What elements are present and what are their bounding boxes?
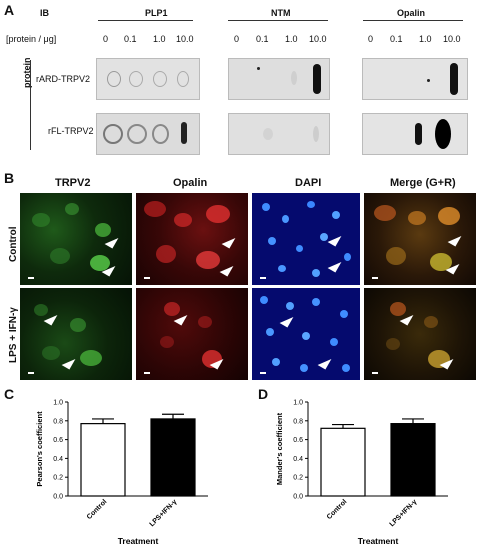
blot-ntm-rard xyxy=(228,58,330,100)
panel-c-letter: C xyxy=(4,386,15,402)
micrograph-merge-control xyxy=(364,193,476,285)
chart-c-ylabel: Pearson's coefficient xyxy=(35,411,44,487)
conc-plp1-3: 10.0 xyxy=(176,34,194,44)
chart-c-xlabel: Treatment xyxy=(118,536,159,546)
chart-mander: 0.0 0.2 0.4 0.6 0.8 1.0 Mander's coefficient Co… xyxy=(275,400,448,546)
chart-d-category-label-0: Control xyxy=(326,498,349,521)
chart-c-ytick-label-1: 0.2 xyxy=(53,475,63,482)
chart-d-ytick-label-5: 1.0 xyxy=(293,400,303,407)
blot-title-ntm: NTM xyxy=(271,8,291,18)
conc-opalin-0: 0 xyxy=(368,34,374,44)
chart-d-ytick-label-2: 0.4 xyxy=(293,456,303,463)
chart-d-ylabel: Mander's coefficient xyxy=(275,412,284,485)
chart-c-ytick-label-3: 0.6 xyxy=(53,437,63,444)
protein-axis-label: [protein / μg] xyxy=(6,34,57,44)
chart-pearson: 0.0 0.2 0.4 0.6 0.8 1.0 Pearson's coefficient C… xyxy=(35,400,208,546)
chart-d-bar-0 xyxy=(320,427,366,497)
conc-opalin-1: 0.1 xyxy=(390,34,403,44)
conc-plp1-1: 0.1 xyxy=(124,34,137,44)
chart-c-ytick-label-5: 1.0 xyxy=(53,400,63,407)
blot-title-plp1: PLP1 xyxy=(145,8,168,18)
blot-opalin-rard xyxy=(362,58,468,100)
chart-d-ytick-label-4: 0.8 xyxy=(293,418,303,425)
row-group-bracket xyxy=(30,60,31,150)
col-title-opalin: Opalin xyxy=(173,177,208,189)
row-label-control: Control xyxy=(8,226,19,262)
micrograph-dapi-lps xyxy=(252,288,360,380)
blot-ntm-rfl xyxy=(228,113,330,155)
conc-ntm-1: 0.1 xyxy=(256,34,269,44)
chart-c-ytick-label-2: 0.4 xyxy=(53,456,63,463)
micrograph-trpv2-control xyxy=(20,193,132,285)
chart-c-ytick-label-0: 0.0 xyxy=(53,494,63,501)
chart-d-ytick-label-1: 0.2 xyxy=(293,475,303,482)
chart-c-bar-1 xyxy=(150,418,196,497)
chart-d-category-label-1: LPS+IFN-γ xyxy=(389,498,419,528)
blot-opalin-rfl xyxy=(362,113,468,155)
blot-underline-opalin xyxy=(363,20,463,21)
blot-underline-plp1 xyxy=(98,20,193,21)
chart-c-ytick-label-4: 0.8 xyxy=(53,418,63,425)
conc-plp1-2: 1.0 xyxy=(153,34,166,44)
row-label-rard: rARD-TRPV2 xyxy=(36,74,91,84)
blot-plp1-rfl xyxy=(96,113,200,155)
micrograph-dapi-control xyxy=(252,193,360,285)
micrograph-trpv2-lps xyxy=(20,288,132,380)
blot-title-opalin: Opalin xyxy=(397,8,426,18)
conc-ntm-3: 10.0 xyxy=(309,34,327,44)
panel-a-letter: A xyxy=(4,2,15,18)
chart-d-bar-1 xyxy=(390,423,436,497)
chart-d-xlabel: Treatment xyxy=(358,536,399,546)
chart-d-ytick-label-3: 0.6 xyxy=(293,437,303,444)
conc-ntm-0: 0 xyxy=(234,34,240,44)
ib-label: IB xyxy=(40,8,49,18)
panel-d-letter: D xyxy=(258,386,269,402)
col-title-trpv2: TRPV2 xyxy=(55,177,91,189)
col-title-merge: Merge (G+R) xyxy=(390,177,456,189)
conc-plp1-0: 0 xyxy=(103,34,109,44)
micrograph-opalin-lps xyxy=(136,288,248,380)
conc-opalin-2: 1.0 xyxy=(419,34,432,44)
chart-c-category-label-0: Control xyxy=(86,498,109,521)
micrograph-opalin-control xyxy=(136,193,248,285)
row-label-lps-ifn: LPS + IFN-γ xyxy=(8,307,19,363)
blot-plp1-rard xyxy=(96,58,200,100)
conc-opalin-3: 10.0 xyxy=(443,34,461,44)
micrograph-merge-lps xyxy=(364,288,476,380)
chart-d-ytick-label-0: 0.0 xyxy=(293,494,303,501)
chart-c-bar-0 xyxy=(80,423,126,497)
row-label-rfl: rFL-TRPV2 xyxy=(48,126,94,136)
chart-c-category-label-1: LPS+IFN-γ xyxy=(149,498,179,528)
panel-b-letter: B xyxy=(4,170,15,186)
blot-underline-ntm xyxy=(228,20,328,21)
col-title-dapi: DAPI xyxy=(295,177,322,189)
conc-ntm-2: 1.0 xyxy=(285,34,298,44)
